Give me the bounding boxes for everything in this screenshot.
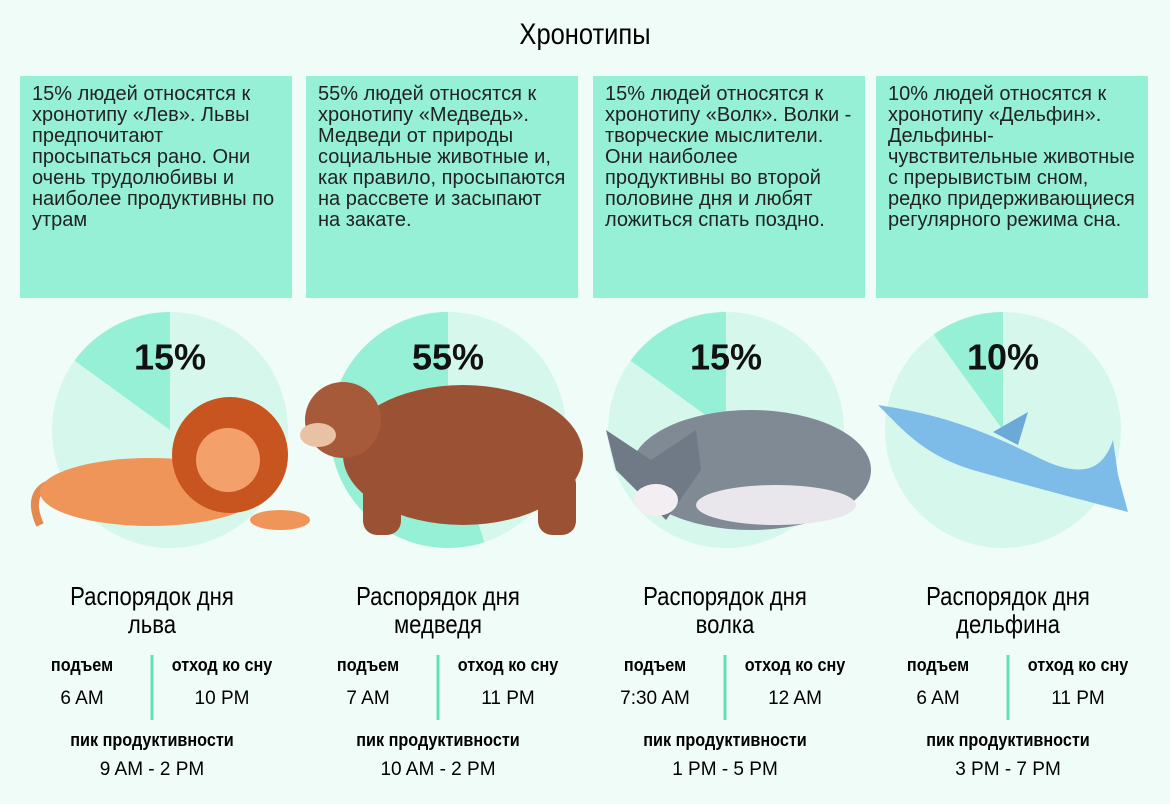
- description-box: 15% людей относятся к хронотипу «Волк». …: [593, 76, 865, 298]
- percent-label: 10%: [967, 337, 1039, 378]
- bear-leg: [363, 470, 401, 535]
- peak-time: 10 AM - 2 PM: [380, 759, 496, 780]
- animal-illustration: [606, 410, 871, 530]
- peak-label: пик продуктивности: [926, 730, 1090, 750]
- schedule-title: волка: [695, 609, 755, 639]
- wake-label: подъем: [50, 655, 114, 675]
- bear-body: [343, 385, 583, 525]
- wake-time: 7:30 AM: [620, 688, 690, 709]
- schedule-title: Распорядок дня: [643, 581, 807, 611]
- sleep-label: отход ко сну: [744, 655, 846, 675]
- peak-label: пик продуктивности: [356, 730, 520, 750]
- wake-label: подъем: [336, 655, 400, 675]
- wake-time: 6 AM: [60, 688, 104, 709]
- dolphin-body: [878, 405, 1128, 512]
- schedule-title: дельфина: [956, 609, 1060, 639]
- sleep-time: 11 PM: [1051, 688, 1105, 709]
- wake-time: 6 AM: [916, 688, 960, 709]
- lion-paw: [250, 510, 310, 530]
- wake-label: подъем: [906, 655, 970, 675]
- page-title: Хронотипы: [519, 18, 651, 51]
- wolf-muzzle: [634, 484, 678, 516]
- pie-slice: [933, 312, 1003, 430]
- schedule-title: Распорядок дня: [356, 581, 520, 611]
- peak-time: 9 AM - 2 PM: [99, 759, 205, 780]
- bear-snout: [300, 423, 336, 447]
- schedule-title: Распорядок дня: [926, 581, 1090, 611]
- pie-slice: [630, 312, 726, 430]
- sleep-time: 12 AM: [768, 688, 822, 709]
- dolphin-fin: [993, 412, 1028, 445]
- schedule-title: Распорядок дня: [70, 581, 234, 611]
- description-box: 10% людей относятся к хронотипу «Дельфин…: [876, 76, 1148, 298]
- peak-label: пик продуктивности: [70, 730, 234, 750]
- peak-time: 1 PM - 5 PM: [672, 759, 778, 780]
- lion-face: [196, 428, 260, 492]
- wolf-belly: [696, 485, 856, 525]
- pie-slice: [74, 312, 170, 430]
- schedule-title: льва: [127, 609, 177, 639]
- peak-label: пик продуктивности: [643, 730, 807, 750]
- sleep-label: отход ко сну: [1027, 655, 1129, 675]
- percent-label: 15%: [134, 337, 206, 378]
- percent-label: 15%: [690, 337, 762, 378]
- bear-leg: [538, 470, 576, 535]
- sleep-time: 10 PM: [194, 688, 250, 709]
- animal-illustration: [30, 397, 310, 530]
- animal-illustration: [300, 382, 583, 535]
- percent-label: 55%: [412, 337, 484, 378]
- peak-time: 3 PM - 7 PM: [955, 759, 1061, 780]
- sleep-time: 11 PM: [481, 688, 535, 709]
- schedule-title: медведя: [393, 609, 483, 639]
- sleep-label: отход ко сну: [171, 655, 273, 675]
- description-box: 15% людей относятся к хронотипу «Лев». Л…: [20, 76, 292, 298]
- animal-illustration: [878, 405, 1128, 512]
- description-box: 55% людей относятся к хронотипу «Медведь…: [306, 76, 578, 298]
- sleep-label: отход ко сну: [457, 655, 559, 675]
- wake-label: подъем: [623, 655, 687, 675]
- wake-time: 7 AM: [346, 688, 390, 709]
